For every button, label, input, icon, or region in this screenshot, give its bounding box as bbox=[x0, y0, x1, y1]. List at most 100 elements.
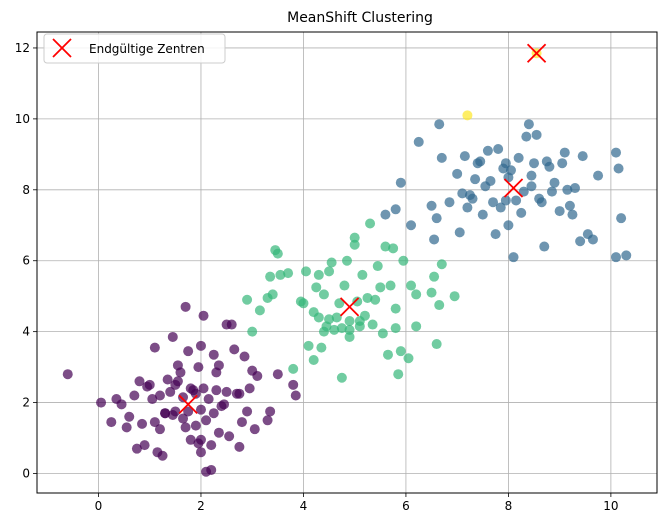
data-point-cluster-1 bbox=[511, 195, 522, 206]
cluster-centers bbox=[178, 43, 547, 414]
data-point-cluster-1 bbox=[380, 209, 391, 220]
data-point-cluster-1 bbox=[436, 152, 447, 163]
data-point-cluster-2 bbox=[411, 289, 422, 300]
data-point-cluster-0 bbox=[272, 369, 283, 380]
data-point-cluster-1 bbox=[395, 177, 406, 188]
data-point-cluster-1 bbox=[500, 158, 511, 169]
data-point-cluster-1 bbox=[567, 209, 578, 220]
data-point-cluster-1 bbox=[390, 204, 401, 215]
data-point-cluster-0 bbox=[183, 406, 194, 417]
data-point-cluster-2 bbox=[426, 287, 437, 298]
data-point-cluster-2 bbox=[372, 261, 383, 272]
data-point-cluster-0 bbox=[172, 376, 183, 387]
data-point-cluster-1 bbox=[454, 227, 465, 238]
data-point-cluster-1 bbox=[526, 170, 537, 181]
data-point-cluster-2 bbox=[288, 363, 299, 374]
data-point-cluster-0 bbox=[178, 413, 189, 424]
data-point-cluster-1 bbox=[577, 151, 588, 162]
data-point-cluster-1 bbox=[429, 234, 440, 245]
data-point-cluster-1 bbox=[557, 158, 568, 169]
data-point-cluster-0 bbox=[193, 362, 204, 373]
x-tick-label: 2 bbox=[197, 499, 205, 513]
data-point-cluster-1 bbox=[564, 200, 575, 211]
data-point-cluster-1 bbox=[531, 129, 542, 140]
data-point-cluster-1 bbox=[621, 250, 632, 261]
data-point-cluster-0 bbox=[190, 388, 201, 399]
data-point-cluster-2 bbox=[431, 339, 442, 350]
data-point-cluster-0 bbox=[203, 394, 214, 405]
data-point-cluster-0 bbox=[139, 440, 150, 451]
data-point-cluster-1 bbox=[452, 168, 463, 179]
data-point-cluster-2 bbox=[339, 280, 350, 291]
data-point-cluster-2 bbox=[267, 289, 278, 300]
data-point-cluster-1 bbox=[546, 186, 557, 197]
data-point-cluster-1 bbox=[529, 158, 540, 169]
y-tick-label: 8 bbox=[22, 183, 30, 197]
data-point-cluster-1 bbox=[513, 152, 524, 163]
data-point-cluster-1 bbox=[462, 202, 473, 213]
data-point-cluster-2 bbox=[318, 289, 329, 300]
x-tick-label: 0 bbox=[95, 499, 103, 513]
data-point-cluster-2 bbox=[357, 269, 368, 280]
cluster-center-marker bbox=[526, 43, 547, 63]
data-point-cluster-2 bbox=[375, 282, 386, 293]
data-point-cluster-1 bbox=[475, 156, 486, 167]
data-point-cluster-0 bbox=[195, 404, 206, 415]
data-point-cluster-0 bbox=[129, 390, 140, 401]
data-point-cluster-1 bbox=[493, 144, 504, 155]
data-point-cluster-2 bbox=[385, 280, 396, 291]
data-point-cluster-2 bbox=[429, 271, 440, 282]
data-point-cluster-1 bbox=[593, 170, 604, 181]
data-point-cluster-0 bbox=[195, 434, 206, 445]
axis-ticks: 0 2 4 6 8 10 0 2 4 6 8 10 12 bbox=[15, 41, 619, 513]
data-point-cluster-0 bbox=[157, 450, 168, 461]
data-point-cluster-0 bbox=[252, 370, 263, 381]
data-point-cluster-1 bbox=[575, 236, 586, 247]
data-point-cluster-0 bbox=[198, 310, 209, 321]
data-point-cluster-2 bbox=[390, 323, 401, 334]
data-point-cluster-2 bbox=[265, 271, 276, 282]
data-point-cluster-1 bbox=[426, 200, 437, 211]
data-point-cluster-2 bbox=[331, 312, 342, 323]
data-point-cluster-1 bbox=[613, 163, 624, 174]
data-point-cluster-0 bbox=[149, 417, 160, 428]
data-point-cluster-2 bbox=[436, 259, 447, 270]
data-point-cluster-0 bbox=[208, 349, 219, 360]
data-point-cluster-0 bbox=[134, 376, 145, 387]
data-point-cluster-2 bbox=[313, 312, 324, 323]
y-tick-label: 0 bbox=[22, 466, 30, 480]
data-point-cluster-0 bbox=[213, 360, 224, 371]
data-point-cluster-2 bbox=[354, 316, 365, 327]
data-point-cluster-0 bbox=[190, 420, 201, 431]
data-point-cluster-0 bbox=[288, 379, 299, 390]
data-point-cluster-1 bbox=[503, 220, 514, 231]
data-point-cluster-1 bbox=[544, 161, 555, 172]
data-point-cluster-0 bbox=[62, 369, 73, 380]
chart-title: MeanShift Clustering bbox=[287, 10, 433, 26]
y-tick-label: 4 bbox=[22, 325, 30, 339]
data-point-cluster-0 bbox=[183, 346, 194, 357]
data-point-cluster-2 bbox=[393, 369, 404, 380]
cluster-center-marker bbox=[503, 178, 524, 198]
data-point-cluster-2 bbox=[449, 291, 460, 302]
data-point-cluster-2 bbox=[380, 241, 391, 252]
data-point-cluster-1 bbox=[536, 197, 547, 208]
data-point-cluster-2 bbox=[303, 340, 314, 351]
data-point-cluster-1 bbox=[434, 119, 445, 130]
data-point-cluster-1 bbox=[549, 177, 560, 188]
data-point-cluster-0 bbox=[154, 390, 165, 401]
data-point-cluster-2 bbox=[308, 355, 319, 366]
data-point-cluster-0 bbox=[206, 464, 217, 475]
data-point-cluster-1 bbox=[431, 213, 442, 224]
plot-frame bbox=[36, 31, 658, 494]
data-point-cluster-1 bbox=[457, 188, 468, 199]
data-point-cluster-1 bbox=[500, 195, 511, 206]
data-point-cluster-2 bbox=[406, 280, 417, 291]
data-point-cluster-0 bbox=[160, 408, 171, 419]
data-point-cluster-1 bbox=[488, 197, 499, 208]
data-point-cluster-1 bbox=[470, 174, 481, 185]
data-point-cluster-2 bbox=[298, 298, 309, 309]
data-point-cluster-2 bbox=[388, 243, 399, 254]
data-point-cluster-1 bbox=[554, 206, 565, 217]
data-point-cluster-2 bbox=[342, 255, 352, 266]
